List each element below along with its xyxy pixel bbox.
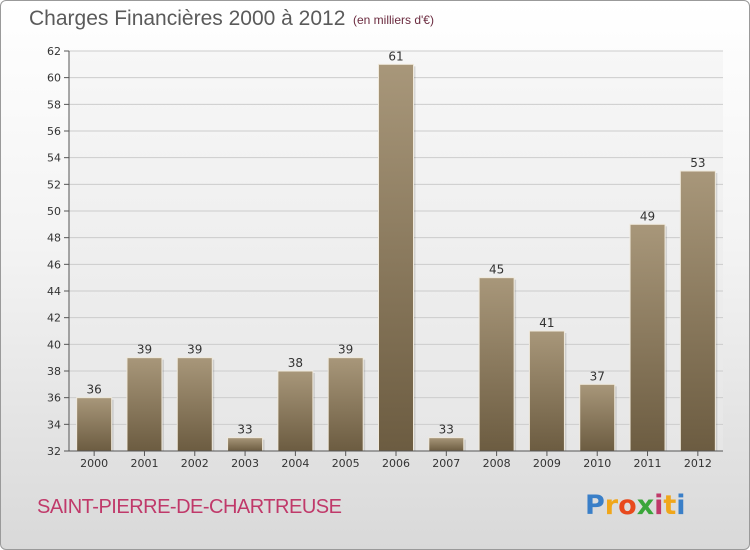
municipality-name: SAINT-PIERRE-DE-CHARTREUSE [37,496,342,518]
logo-letter: i [676,490,686,521]
bar-2011 [629,223,666,452]
x-tick-label: 2001 [130,457,158,470]
y-tick-label: 54 [47,152,61,165]
y-tick-label: 36 [47,392,61,405]
y-tick-label: 42 [47,312,61,325]
y-tick-label: 38 [47,365,61,378]
logo-letter: i [654,490,664,521]
value-label: 61 [388,49,403,63]
y-tick-label: 48 [47,232,61,245]
y-tick-label: 32 [47,445,61,458]
x-tick-label: 2000 [80,457,108,470]
x-tick-label: 2003 [231,457,259,470]
y-tick-label: 56 [47,125,61,138]
logo-letter: o [618,490,637,521]
bar-2012 [679,170,716,452]
y-tick-label: 34 [47,418,61,431]
bar-2003 [227,437,264,452]
bar-2009 [528,330,565,452]
x-tick-label: 2010 [583,457,611,470]
y-tick-label: 44 [47,285,61,298]
value-label: 41 [539,316,554,330]
y-tick-label: 62 [47,45,61,58]
x-tick-label: 2012 [684,457,712,470]
value-label: 38 [288,356,303,370]
value-label: 49 [640,209,655,223]
y-tick-label: 46 [47,258,61,271]
value-label: 37 [590,369,605,383]
chart-subtitle: (en milliers d'€) [353,13,434,27]
x-tick-label: 2004 [281,457,309,470]
value-label: 33 [237,423,252,437]
x-tick-label: 2007 [432,457,460,470]
bar-2008 [478,277,515,452]
value-label: 39 [187,343,202,357]
value-label: 39 [338,343,353,357]
x-tick-label: 2002 [181,457,209,470]
bar-2006 [378,63,414,452]
value-label: 39 [137,343,152,357]
bar-2002 [176,357,213,452]
bar-2004 [277,370,314,452]
y-tick-label: 40 [47,338,61,351]
value-label: 36 [87,383,102,397]
y-tick-label: 60 [47,72,61,85]
x-tick-label: 2005 [332,457,360,470]
y-tick-label: 58 [47,98,61,111]
x-tick-label: 2011 [634,457,662,470]
bar-2005 [327,357,364,452]
logo-letter: t [663,490,677,521]
y-tick-label: 52 [47,178,61,191]
bar-2010 [579,383,616,452]
proxiti-logo: Proxiti [585,490,686,521]
logo-letter: P [585,490,605,521]
value-label: 53 [690,156,705,170]
bar-2000 [76,397,113,452]
bar-2007 [428,437,465,452]
logo-letter: r [604,490,619,521]
bar-2001 [126,357,163,452]
chart-title: Charges Financières 2000 à 2012 [29,7,346,30]
x-tick-label: 2009 [533,457,561,470]
x-tick-label: 2008 [483,457,511,470]
x-tick-label: 2006 [382,457,410,470]
y-tick-label: 50 [47,205,61,218]
logo-letter: x [636,490,655,521]
value-label: 33 [439,423,454,437]
value-label: 45 [489,263,504,277]
